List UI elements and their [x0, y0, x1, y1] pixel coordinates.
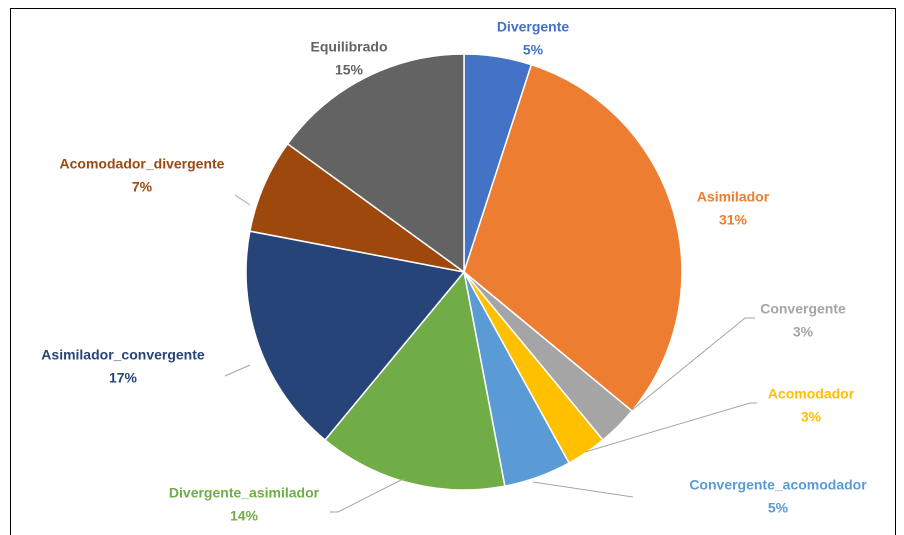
leader-line	[234, 194, 251, 206]
slice-label: Equilibrado	[311, 39, 388, 55]
leader-line	[532, 481, 634, 498]
slice-value-label: 31%	[719, 212, 748, 228]
slice-value-label: 15%	[335, 62, 364, 78]
slice-label: Acomodador	[768, 386, 855, 402]
pie-slice	[286, 53, 465, 274]
slice-value-label: 5%	[523, 42, 544, 58]
slice-value-label: 7%	[132, 179, 153, 195]
slice-value-label: 14%	[230, 508, 259, 524]
slice-label: Divergente_asimilador	[169, 485, 320, 501]
slice-value-label: 5%	[768, 500, 789, 516]
chart-frame	[10, 8, 896, 535]
slice-label: Asimilador_convergente	[41, 347, 205, 363]
leader-line	[631, 317, 755, 411]
pie-slice	[463, 63, 683, 413]
slice-label: Divergente	[497, 19, 570, 35]
slice-label: Asimilador	[697, 189, 770, 205]
pie-slice	[245, 230, 466, 442]
slice-value-label: 3%	[801, 409, 822, 425]
slice-value-label: 3%	[793, 324, 814, 340]
leader-line	[584, 402, 757, 453]
slice-value-label: 17%	[109, 370, 138, 386]
pie-slice	[323, 270, 506, 491]
slice-label: Convergente_acomodador	[689, 477, 867, 493]
leader-line	[330, 477, 406, 513]
slice-label: Acomodador_divergente	[60, 156, 225, 172]
slice-label: Convergente	[760, 301, 846, 317]
leader-line	[224, 364, 251, 377]
